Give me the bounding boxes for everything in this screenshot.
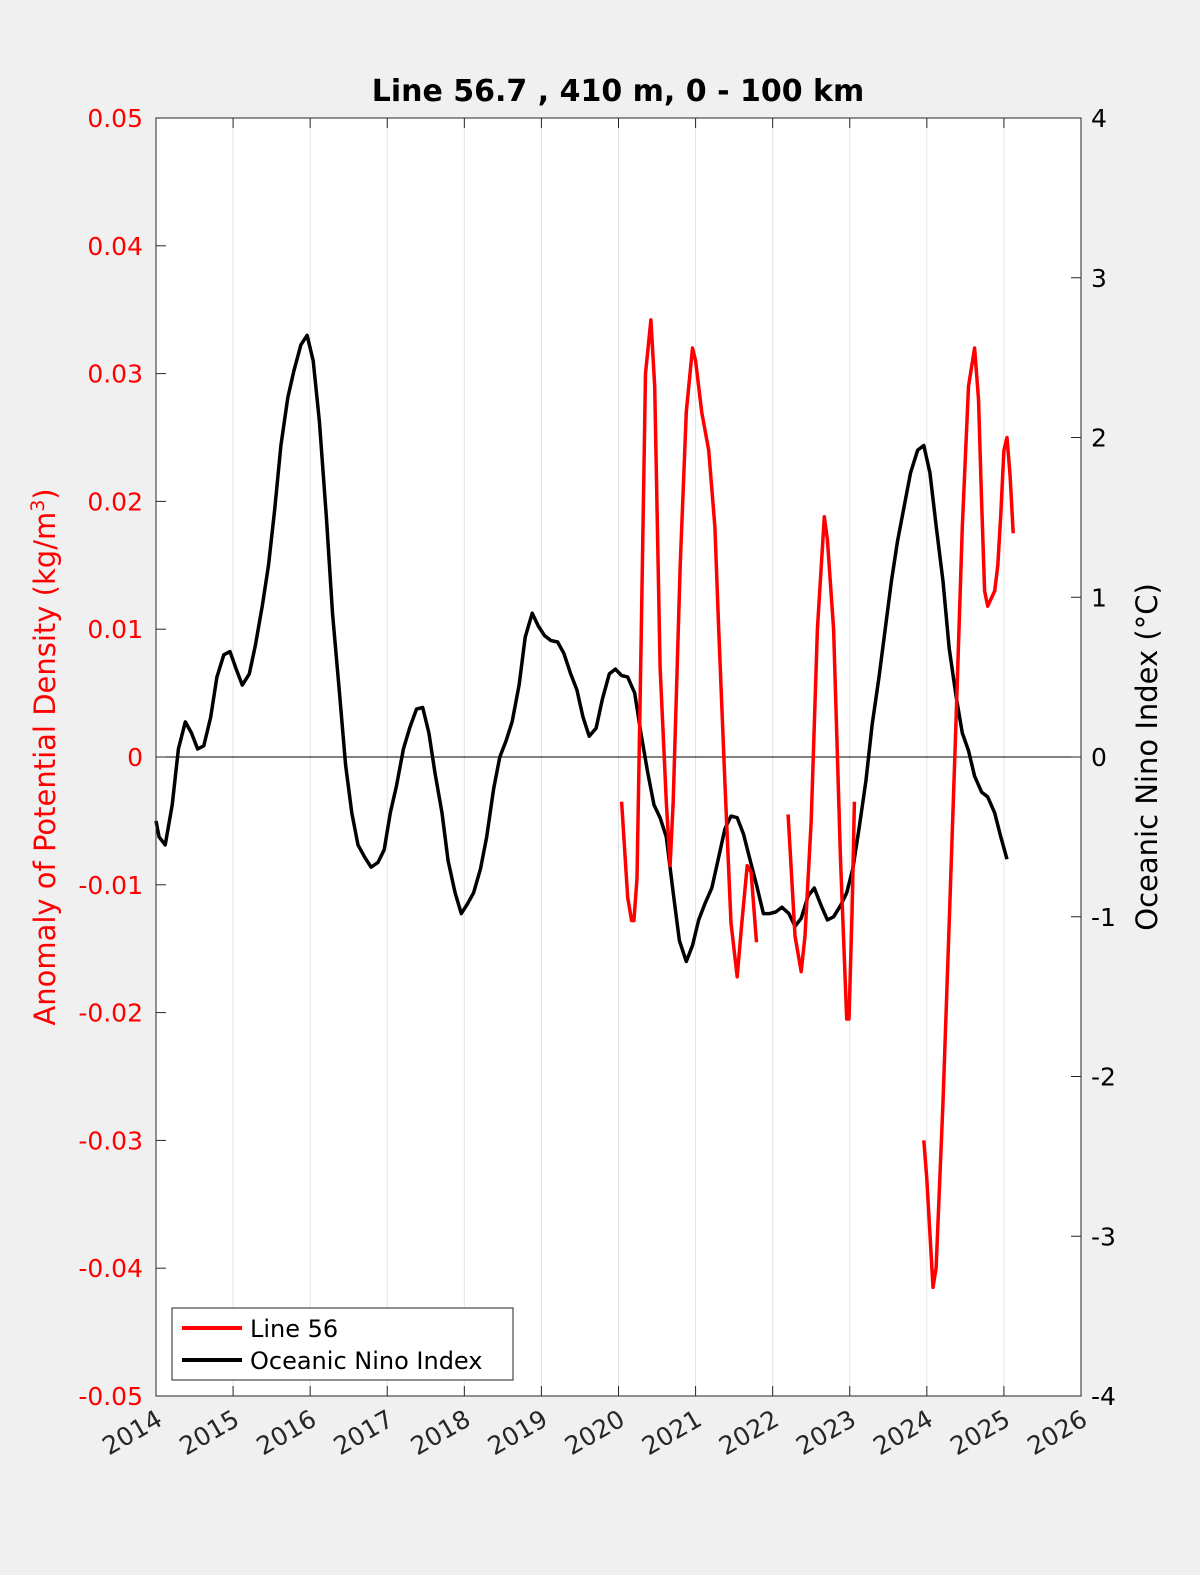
y-right-tick-label: -4: [1091, 1382, 1116, 1411]
legend-label-oni: Oceanic Nino Index: [250, 1347, 482, 1375]
y-left-tick-label: -0.04: [78, 1254, 143, 1283]
y-right-tick-label: 3: [1091, 264, 1107, 293]
y-left-tick-label: 0.01: [87, 615, 143, 644]
y-left-tick-label: 0.04: [87, 232, 143, 261]
series-line-line56-segment-2: [786, 514, 857, 1021]
legend-label-line56: Line 56: [250, 1315, 338, 1343]
y-left-axis-ticks: -0.05 -0.04 -0.03 -0.02 -0.01 0 0.01 0.02 0.03 0.…: [78, 104, 166, 1411]
series-layer: [154, 318, 1015, 1290]
y-left-axis-label-superscript: 3: [27, 500, 49, 512]
y-left-tick-label: -0.05: [78, 1382, 143, 1411]
y-left-axis-label: Anomaly of Potential Density (kg/m3): [27, 488, 62, 1025]
chart-title: Line 56.7 , 410 m, 0 - 100 km: [372, 74, 865, 109]
y-left-tick-label: -0.03: [78, 1126, 143, 1155]
legend-box: [171, 1307, 514, 1381]
y-left-axis-label-main: Anomaly of Potential Density (kg/m: [28, 512, 62, 1026]
y-right-tick-label: -3: [1091, 1222, 1116, 1251]
series-line-oceanic-nino-index: [154, 333, 1009, 964]
series-line-line56-segment-3: [922, 346, 1015, 1290]
y-right-tick-label: -2: [1091, 1063, 1116, 1092]
y-right-axis-label: Oceanic Nino Index (°C): [1130, 583, 1164, 931]
y-left-tick-label: 0.05: [87, 104, 143, 133]
y-left-tick-label: -0.01: [78, 871, 143, 900]
y-left-tick-label: -0.02: [78, 999, 143, 1028]
series-line-line56-segment-1: [619, 318, 759, 979]
y-left-tick-label: 0.03: [87, 360, 143, 389]
y-right-axis-ticks: -4 -3 -2 -1 0 1 2 3 4: [1071, 104, 1116, 1411]
y-right-tick-label: 4: [1091, 104, 1107, 133]
legend: Line 56 Oceanic Nino Index: [171, 1307, 514, 1381]
y-left-axis-label-close: ): [28, 488, 62, 499]
y-right-tick-label: 0: [1091, 743, 1107, 772]
y-right-tick-label: -1: [1091, 903, 1116, 932]
y-left-tick-label: 0.02: [87, 487, 143, 516]
y-right-tick-label: 2: [1091, 424, 1107, 453]
y-left-tick-label: 0: [127, 743, 143, 772]
y-right-tick-label: 1: [1091, 583, 1107, 612]
